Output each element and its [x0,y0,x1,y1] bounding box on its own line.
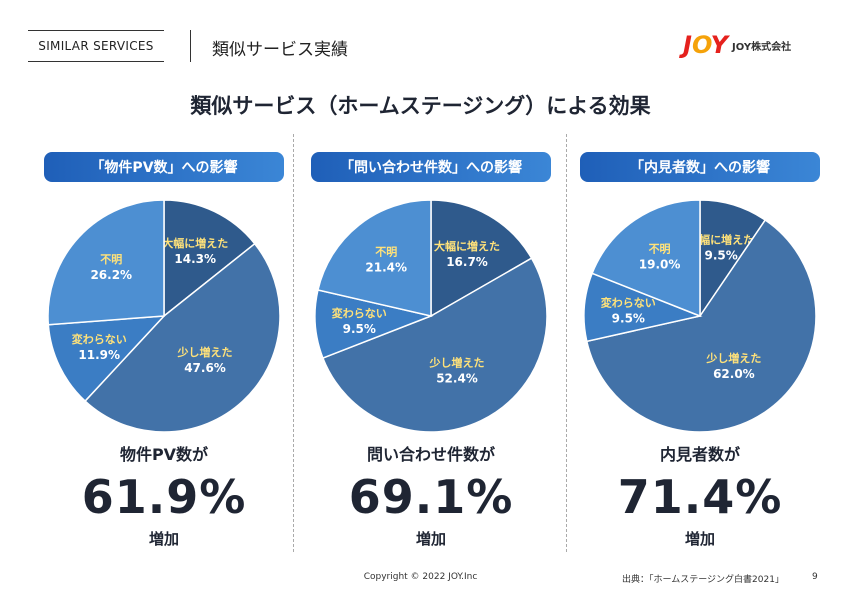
metric-label: 物件PV数が [119,445,209,464]
metric-value: 69.1% [348,470,514,524]
pie-label-no-change: 変わらない [332,306,387,320]
panel-viewings: 「内見者数」への影響 大幅に増えた 9.5% 少し増えた 62.0% 変わらない 9.5%… [580,152,820,548]
pie-value-unknown: 19.0% [639,258,681,272]
pie-slice-unknown [317,199,432,317]
pie-value-large-increase: 14.3% [174,252,216,266]
pie-slice-no-change [47,315,166,403]
pie-slice-unknown [47,199,165,326]
metric-suffix: 増加 [148,530,179,548]
pie-value-large-increase: 9.5% [705,248,738,262]
pie-slice-small-increase [585,219,817,433]
pie-label-large-increase: 大幅に増えた [162,236,228,250]
metric-suffix: 増加 [415,530,446,548]
pie-slice-large-increase [163,199,256,318]
panel-pv: 「物件PV数」への影響 大幅に増えた 14.3% 少し増えた 47.6% 変わらない 11… [44,152,284,548]
pie-label-unknown: 不明 [375,246,397,259]
metric-suffix: 増加 [684,530,715,548]
pie-label-unknown: 不明 [100,253,122,266]
pie-label-no-change: 変わらない [601,295,656,309]
metric-label: 問い合わせ件数が [366,445,495,464]
pie-value-unknown: 21.4% [365,261,407,275]
pie-label-no-change: 変わらない [72,332,127,346]
pie-label-small-increase: 少し増えた [177,345,233,359]
metric-value: 61.9% [81,470,247,524]
logo-text: JOY株式会社 [731,41,792,53]
page-number: 9 [812,572,818,582]
company-logo: JOY JOY株式会社 [683,33,791,57]
panel-heading: 「問い合わせ件数」への影響 [311,152,551,182]
pie-chart: 大幅に増えた 9.5% 少し増えた 62.0% 変わらない 9.5% 不明 19.0% [583,199,817,433]
pie-value-no-change: 11.9% [78,348,120,362]
page-title: 類似サービス（ホームステージング）による効果 [190,94,651,118]
column-divider [293,134,294,552]
section-title: 類似サービス実績 [212,40,348,60]
pie-chart: 大幅に増えた 14.3% 少し増えた 47.6% 変わらない 11.9% 不明 26.2% [47,199,281,433]
pie-value-no-change: 9.5% [612,311,645,325]
section-label: SIMILAR SERVICES [28,30,164,62]
pie-slice-unknown [591,199,701,318]
pie-slice-small-increase [321,257,548,433]
pie-value-small-increase: 47.6% [184,361,226,375]
copyright: Copyright © 2022 JOY.Inc [363,572,478,582]
pie-label-unknown: 不明 [649,243,671,256]
pie-value-small-increase: 62.0% [713,367,755,381]
pie-slice-small-increase [84,242,281,433]
logo-mark: JOY [683,31,728,59]
pie-label-small-increase: 少し増えた [705,351,761,365]
pie-label-large-increase: 大幅に増えた [688,232,754,246]
pie-chart: 大幅に増えた 16.7% 少し増えた 52.4% 変わらない 9.5% 不明 21.4% [314,199,548,433]
pie-value-small-increase: 52.4% [436,371,478,385]
header-divider [190,30,191,62]
pie-label-large-increase: 大幅に増えた [434,239,500,253]
panel-heading: 「物件PV数」への影響 [44,152,284,182]
column-divider [566,134,567,552]
source-note: 出典：「ホームステージング白書2021」 [622,575,784,585]
pie-value-unknown: 26.2% [90,268,132,282]
pie-value-no-change: 9.5% [343,322,376,336]
panel-inquiries: 「問い合わせ件数」への影響 大幅に増えた 16.7% 少し増えた 52.4% 変わらない… [311,152,551,548]
metric-value: 71.4% [617,470,783,524]
metric-label: 内見者数が [659,445,740,464]
pie-slice-large-increase [430,199,533,318]
pie-label-small-increase: 少し増えた [429,355,485,369]
panel-heading: 「内見者数」への影響 [580,152,820,182]
pie-value-large-increase: 16.7% [446,255,488,269]
